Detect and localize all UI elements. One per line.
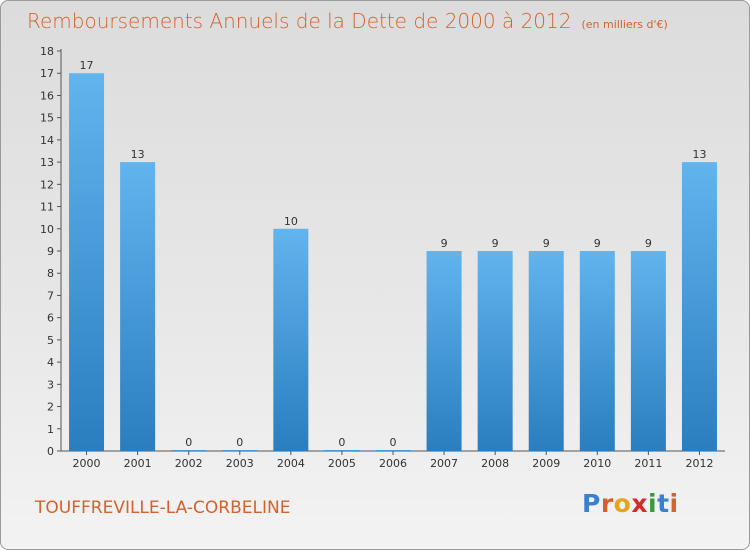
bar-2005 xyxy=(324,450,360,451)
logo-letter: i xyxy=(648,489,658,518)
bar-2006 xyxy=(375,450,411,451)
x-tick-label-2007: 2007 xyxy=(430,457,458,470)
value-label-2008: 9 xyxy=(492,237,499,250)
y-tick-label: 14 xyxy=(40,134,54,147)
bar-2000 xyxy=(69,73,105,451)
logo-letter: t xyxy=(657,489,670,518)
y-tick-label: 1 xyxy=(47,423,54,436)
x-tick-label-2003: 2003 xyxy=(226,457,254,470)
bar-2010 xyxy=(579,251,615,451)
bars xyxy=(69,73,717,451)
value-label-2004: 10 xyxy=(284,215,298,228)
y-tick-label: 13 xyxy=(40,156,54,169)
x-tick-label-2009: 2009 xyxy=(532,457,560,470)
x-tick-label-2002: 2002 xyxy=(175,457,203,470)
proxiti-logo[interactable]: Proxiti xyxy=(582,489,679,518)
logo-letter: o xyxy=(613,489,632,518)
value-label-2007: 9 xyxy=(441,237,448,250)
logo-letter: i xyxy=(669,489,679,518)
title-row: Remboursements Annuels de la Dette de 20… xyxy=(27,9,668,33)
y-tick-label: 15 xyxy=(40,112,54,125)
chart-subtitle: (en milliers d'€) xyxy=(581,18,668,31)
y-tick-label: 18 xyxy=(40,45,54,58)
x-tick-label-2008: 2008 xyxy=(481,457,509,470)
bar-2008 xyxy=(477,251,513,451)
value-label-2001: 13 xyxy=(131,148,145,161)
bar-2002 xyxy=(171,450,207,451)
axes xyxy=(57,49,725,455)
value-label-2003: 0 xyxy=(236,436,243,449)
bar-2001 xyxy=(120,162,156,451)
y-tick-label: 16 xyxy=(40,89,54,102)
y-tick-label: 10 xyxy=(40,223,54,236)
logo-letter: r xyxy=(600,489,614,518)
x-tick-label-2001: 2001 xyxy=(124,457,152,470)
y-tick-label: 2 xyxy=(47,401,54,414)
y-tick-label: 17 xyxy=(40,67,54,80)
commune-name: TOUFFREVILLE-LA-CORBELINE xyxy=(35,498,291,518)
y-tick-label: 6 xyxy=(47,312,54,325)
value-label-2012: 13 xyxy=(692,148,706,161)
value-label-2005: 0 xyxy=(338,436,345,449)
y-tick-label: 3 xyxy=(47,378,54,391)
bar-2011 xyxy=(630,251,666,451)
x-tick-label-2011: 2011 xyxy=(634,457,662,470)
value-label-2006: 0 xyxy=(390,436,397,449)
logo-letter: x xyxy=(631,489,648,518)
y-tick-label: 7 xyxy=(47,289,54,302)
value-label-2002: 0 xyxy=(185,436,192,449)
bar-2012 xyxy=(681,162,717,451)
value-label-2011: 9 xyxy=(645,237,652,250)
y-tick-label: 11 xyxy=(40,201,54,214)
y-tick-label: 5 xyxy=(47,334,54,347)
chart-title: Remboursements Annuels de la Dette de 20… xyxy=(27,9,572,33)
value-label-2010: 9 xyxy=(594,237,601,250)
x-tick-label-2012: 2012 xyxy=(685,457,713,470)
value-label-2009: 9 xyxy=(543,237,550,250)
x-tick-label-2010: 2010 xyxy=(583,457,611,470)
logo-letter: P xyxy=(582,489,601,518)
x-tick-label-2005: 2005 xyxy=(328,457,356,470)
y-tick-label: 8 xyxy=(47,267,54,280)
value-label-2000: 17 xyxy=(80,59,94,72)
bar-2009 xyxy=(528,251,564,451)
x-tick-label-2004: 2004 xyxy=(277,457,305,470)
y-tick-label: 4 xyxy=(47,356,54,369)
bar-2007 xyxy=(426,251,462,451)
x-tick-label-2006: 2006 xyxy=(379,457,407,470)
bar-2003 xyxy=(222,450,258,451)
x-tick-label-2000: 2000 xyxy=(73,457,101,470)
labels: 0123456789101112131415161718172000132001… xyxy=(40,45,713,470)
y-tick-label: 9 xyxy=(47,245,54,258)
y-tick-label: 0 xyxy=(47,445,54,458)
y-tick-label: 12 xyxy=(40,178,54,191)
bar-2004 xyxy=(273,228,309,451)
